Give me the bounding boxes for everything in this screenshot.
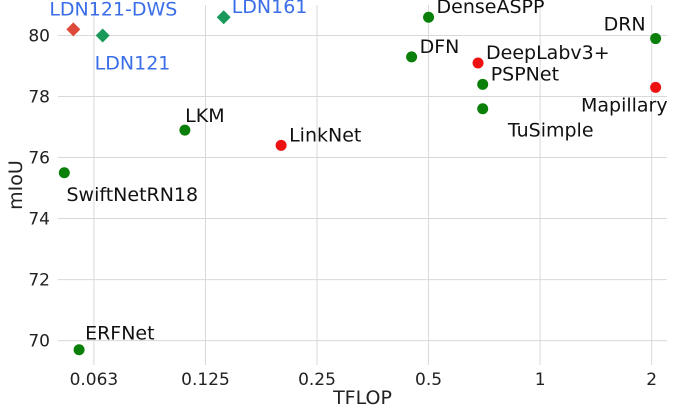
- point-tusimple: [477, 103, 489, 115]
- point-linknet: [275, 139, 287, 151]
- label-erfnet: ERFNet: [85, 323, 154, 345]
- label-ldn161: LDN161: [232, 0, 308, 18]
- x-tick-label: 1: [535, 370, 546, 390]
- label-ldn121: LDN121: [95, 53, 171, 75]
- point-denseaspp: [423, 11, 435, 23]
- point-ldn161: [216, 10, 231, 25]
- y-tick-label: 72: [28, 271, 50, 291]
- label-pspnet: PSPNet: [491, 63, 559, 85]
- x-tick-label: 0.063: [70, 370, 119, 390]
- point-deeplabv3: [472, 57, 484, 69]
- point-swiftnetrn18: [58, 167, 70, 179]
- label-denseaspp: DenseASPP: [437, 0, 545, 18]
- label-lkm: LKM: [185, 105, 224, 127]
- y-tick-label: 78: [28, 88, 50, 108]
- y-tick-label: 74: [28, 210, 50, 230]
- data-points: [58, 10, 662, 356]
- label-swiftnetrn18: SwiftNetRN18: [66, 184, 198, 206]
- x-tick-label: 0.5: [415, 370, 442, 390]
- y-axis-ticks: 70 72 74 76 78 80: [28, 27, 50, 352]
- y-tick-label: 80: [28, 27, 50, 47]
- y-axis-label: mIoU: [5, 160, 27, 210]
- label-mapillary: Mapillary: [581, 94, 668, 116]
- y-tick-label: 76: [28, 149, 50, 169]
- point-pspnet: [477, 78, 489, 90]
- label-linknet: LinkNet: [289, 124, 361, 146]
- label-ldn121-dws: LDN121-DWS: [49, 0, 177, 20]
- label-dfn: DFN: [420, 36, 460, 58]
- point-lkm: [179, 124, 191, 136]
- label-tusimple: TuSimple: [507, 120, 594, 142]
- y-tick-label: 70: [28, 332, 50, 352]
- x-tick-label: 0.125: [181, 370, 230, 390]
- data-point-labels: LDN121-DWS LDN121 LDN161 DenseASPP DRN DFN Dee…: [49, 0, 667, 345]
- point-drn: [650, 33, 662, 45]
- grid-lines: [58, 5, 667, 365]
- point-ldn121-dws: [66, 22, 81, 37]
- point-mapillary: [650, 81, 662, 93]
- point-dfn: [406, 51, 418, 63]
- point-erfnet: [73, 344, 85, 356]
- x-axis-ticks: 0.063 0.125 0.25 0.5 1 2: [70, 370, 658, 390]
- x-axis-label: TFLOP: [332, 387, 392, 409]
- label-deeplabv3: DeepLabv3+: [486, 42, 610, 64]
- point-ldn121: [95, 28, 110, 43]
- label-drn: DRN: [604, 14, 646, 36]
- x-tick-label: 0.25: [298, 370, 336, 390]
- x-tick-label: 2: [646, 370, 657, 390]
